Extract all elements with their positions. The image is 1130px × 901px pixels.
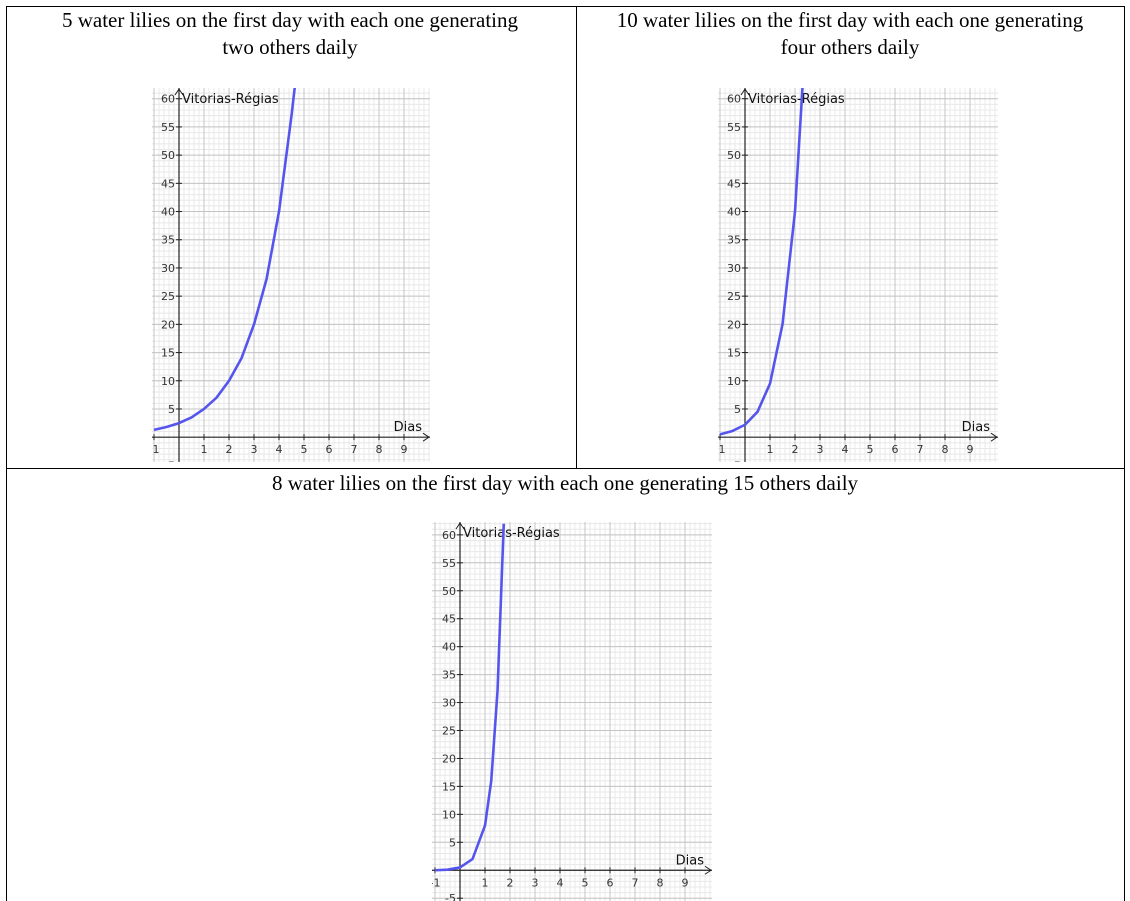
data-line	[153, 88, 296, 432]
x-tick-label: 9	[967, 443, 974, 456]
x-tick-label: 9	[682, 876, 689, 889]
y-tick-label: 20	[727, 318, 741, 331]
x-tick-label: 2	[226, 443, 233, 456]
x-axis-arrow	[990, 432, 998, 442]
y-tick-label: 25	[442, 725, 456, 738]
y-tick-label: 20	[161, 318, 175, 331]
data-line	[719, 88, 804, 436]
x-tick-label: 5	[867, 443, 874, 456]
x-tick-label: 4	[557, 876, 564, 889]
x-tick-label: 1	[201, 443, 208, 456]
y-axis-label: Vitorias-Régias	[748, 92, 845, 107]
y-tick-label: 30	[442, 697, 456, 710]
y-tick-label: 10	[161, 375, 175, 388]
y-tick-label: 20	[442, 752, 456, 765]
chart-title: 10 water lilies on the first day with ea…	[616, 8, 1084, 59]
y-axis-label: Vitorias-Régias	[463, 526, 560, 541]
y-tick-label: 15	[727, 347, 741, 360]
x-tick-label: 6	[607, 876, 614, 889]
y-tick-label: -5	[730, 459, 741, 472]
x-axis-label: Dias	[394, 420, 423, 435]
y-tick-label: 30	[161, 262, 175, 275]
chart: -1 1 2 3 4 5 6 7 8 9-551015202530354045505560Dias…	[430, 522, 712, 901]
x-tick-label: 3	[817, 443, 824, 456]
chart: -1 1 2 3 4 5 6 7 8 9-551015202530354045505560Dias…	[149, 88, 430, 472]
x-tick-label: -1	[430, 876, 441, 889]
x-tick-label: 7	[632, 876, 639, 889]
y-tick-label: 60	[161, 93, 175, 106]
x-tick-label: 8	[942, 443, 949, 456]
x-tick-label: 8	[376, 443, 383, 456]
x-tick-label: 3	[532, 876, 539, 889]
x-tick-label: 5	[582, 876, 589, 889]
y-tick-label: 40	[442, 641, 456, 654]
x-tick-label: -1	[149, 443, 160, 456]
y-tick-label: 5	[449, 836, 456, 849]
y-tick-label: 45	[727, 177, 741, 190]
x-tick-label: 6	[892, 443, 899, 456]
y-axis-arrow	[740, 88, 750, 96]
x-tick-label: -1	[715, 443, 726, 456]
y-axis-arrow	[455, 522, 465, 530]
x-tick-label: 7	[917, 443, 924, 456]
y-tick-label: 5	[168, 403, 175, 416]
chart-title: 5 water lilies on the first day with eac…	[61, 8, 518, 59]
y-tick-label: 55	[727, 121, 741, 134]
y-tick-label: 10	[442, 808, 456, 821]
y-tick-label: 25	[727, 290, 741, 303]
y-tick-label: -5	[164, 459, 175, 472]
chart: -1 1 2 3 4 5 6 7 8 9-551015202530354045505560Dias…	[715, 88, 998, 472]
y-tick-label: 30	[727, 262, 741, 275]
x-tick-label: 2	[507, 876, 514, 889]
y-tick-label: 35	[161, 234, 175, 247]
y-tick-label: 50	[161, 149, 175, 162]
y-tick-label: 35	[727, 234, 741, 247]
y-tick-label: -5	[445, 892, 456, 901]
table-borders	[6, 6, 1125, 901]
x-tick-label: 8	[657, 876, 664, 889]
x-tick-label: 6	[326, 443, 333, 456]
x-tick-label: 5	[301, 443, 308, 456]
y-tick-label: 60	[442, 529, 456, 542]
x-tick-label: 2	[792, 443, 799, 456]
x-tick-label: 1	[482, 876, 489, 889]
y-tick-label: 55	[442, 557, 456, 570]
x-axis-arrow	[704, 865, 712, 875]
y-tick-label: 60	[727, 93, 741, 106]
y-tick-label: 40	[727, 206, 741, 219]
y-tick-label: 40	[161, 206, 175, 219]
y-tick-label: 50	[727, 149, 741, 162]
x-tick-label: 4	[276, 443, 283, 456]
x-tick-label: 3	[251, 443, 258, 456]
y-tick-label: 15	[442, 780, 456, 793]
x-axis-arrow	[422, 432, 430, 442]
y-axis-label: Vitorias-Régias	[182, 92, 279, 107]
x-axis-label: Dias	[676, 853, 705, 868]
x-tick-label: 4	[842, 443, 849, 456]
y-tick-label: 15	[161, 347, 175, 360]
y-tick-label: 25	[161, 290, 175, 303]
y-tick-label: 35	[442, 669, 456, 682]
y-tick-label: 55	[161, 121, 175, 134]
chart-title: 8 water lilies on the first day with eac…	[271, 471, 859, 495]
x-tick-label: 1	[767, 443, 774, 456]
y-tick-label: 50	[442, 585, 456, 598]
x-tick-label: 7	[351, 443, 358, 456]
y-axis-arrow	[174, 88, 184, 96]
y-tick-label: 45	[161, 177, 175, 190]
y-tick-label: 45	[442, 613, 456, 626]
y-tick-label: 5	[734, 403, 741, 416]
x-tick-label: 9	[401, 443, 408, 456]
x-axis-label: Dias	[962, 420, 991, 435]
y-tick-label: 10	[727, 375, 741, 388]
data-line	[434, 523, 506, 872]
